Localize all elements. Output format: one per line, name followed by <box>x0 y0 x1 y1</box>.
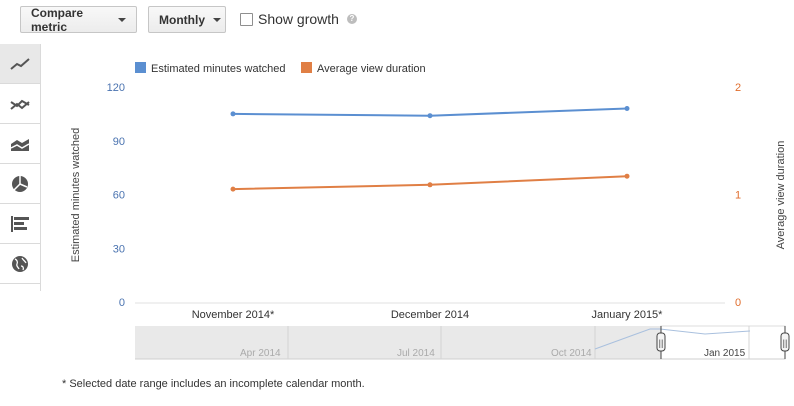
y-right-tick-label: 2 <box>735 82 741 94</box>
line-chart-icon <box>10 57 30 70</box>
y-left-tick-label: 60 <box>113 190 125 202</box>
chevron-down-icon <box>213 17 221 22</box>
legend-label: Estimated minutes watched <box>151 63 286 75</box>
navigator-label: Oct 2014 <box>551 348 592 359</box>
data-point <box>427 182 433 188</box>
legend-label: Average view duration <box>317 63 426 75</box>
navigator-trend-line <box>594 328 751 350</box>
help-icon[interactable]: ? <box>346 14 357 24</box>
chart-type-sidebar <box>0 44 41 291</box>
map-chart-button[interactable] <box>0 244 40 284</box>
bar-chart-icon <box>11 215 29 232</box>
y-left-tick-label: 120 <box>107 82 125 94</box>
compare-metric-label: Compare metric <box>31 5 84 34</box>
y-right-tick-label: 1 <box>735 190 741 202</box>
navigator-unselected-range <box>135 326 661 359</box>
data-point <box>427 113 433 119</box>
multiline-chart-button[interactable] <box>0 84 40 124</box>
y-left-tick-label: 0 <box>119 297 125 309</box>
pie-chart-icon <box>12 175 28 192</box>
x-tick-label: January 2015* <box>592 309 664 321</box>
navigator-right-handle[interactable] <box>780 332 790 352</box>
y-left-tick-label: 30 <box>113 243 125 255</box>
show-growth-checkbox[interactable] <box>240 12 253 26</box>
period-select-button[interactable]: Monthly <box>148 6 226 33</box>
stacked-area-chart-button[interactable] <box>0 124 40 164</box>
y-right-tick-label: 0 <box>735 297 741 309</box>
data-point <box>230 186 236 192</box>
show-growth-label: Show growth <box>258 11 339 27</box>
navigator-label: Jul 2014 <box>397 348 435 359</box>
x-tick-label: November 2014* <box>192 309 275 321</box>
data-point <box>624 106 630 111</box>
chevron-down-icon <box>118 17 126 22</box>
toolbar: Compare metric Monthly Show growth ? <box>0 0 794 44</box>
navigator-label: Apr 2014 <box>240 348 281 359</box>
data-point <box>230 111 236 117</box>
bar-chart-button[interactable] <box>0 204 40 244</box>
legend-swatch <box>135 62 146 73</box>
line-chart-button[interactable] <box>0 44 40 84</box>
y-left-axis-title: Estimated minutes watched <box>70 128 82 263</box>
pie-chart-button[interactable] <box>0 164 40 204</box>
navigator-handle-grip: || <box>659 338 664 348</box>
footnote: * Selected date range includes an incomp… <box>62 378 365 390</box>
navigator-left-handle[interactable] <box>656 332 666 352</box>
x-tick-label: December 2014 <box>391 309 469 321</box>
y-right-axis-title: Average view duration <box>775 141 787 250</box>
y-left-tick-label: 90 <box>113 136 125 148</box>
stacked-area-chart-icon <box>10 138 30 151</box>
navigator-label: Jan 2015 <box>704 348 746 359</box>
navigator-handle-grip: || <box>783 338 788 348</box>
show-growth-toggle[interactable]: Show growth ? <box>240 11 357 27</box>
legend-swatch <box>301 62 312 73</box>
multiline-chart-icon <box>10 99 30 110</box>
data-point <box>624 173 630 179</box>
period-select-label: Monthly <box>159 12 205 27</box>
globe-map-icon <box>12 255 28 272</box>
compare-metric-button[interactable]: Compare metric <box>20 5 137 34</box>
